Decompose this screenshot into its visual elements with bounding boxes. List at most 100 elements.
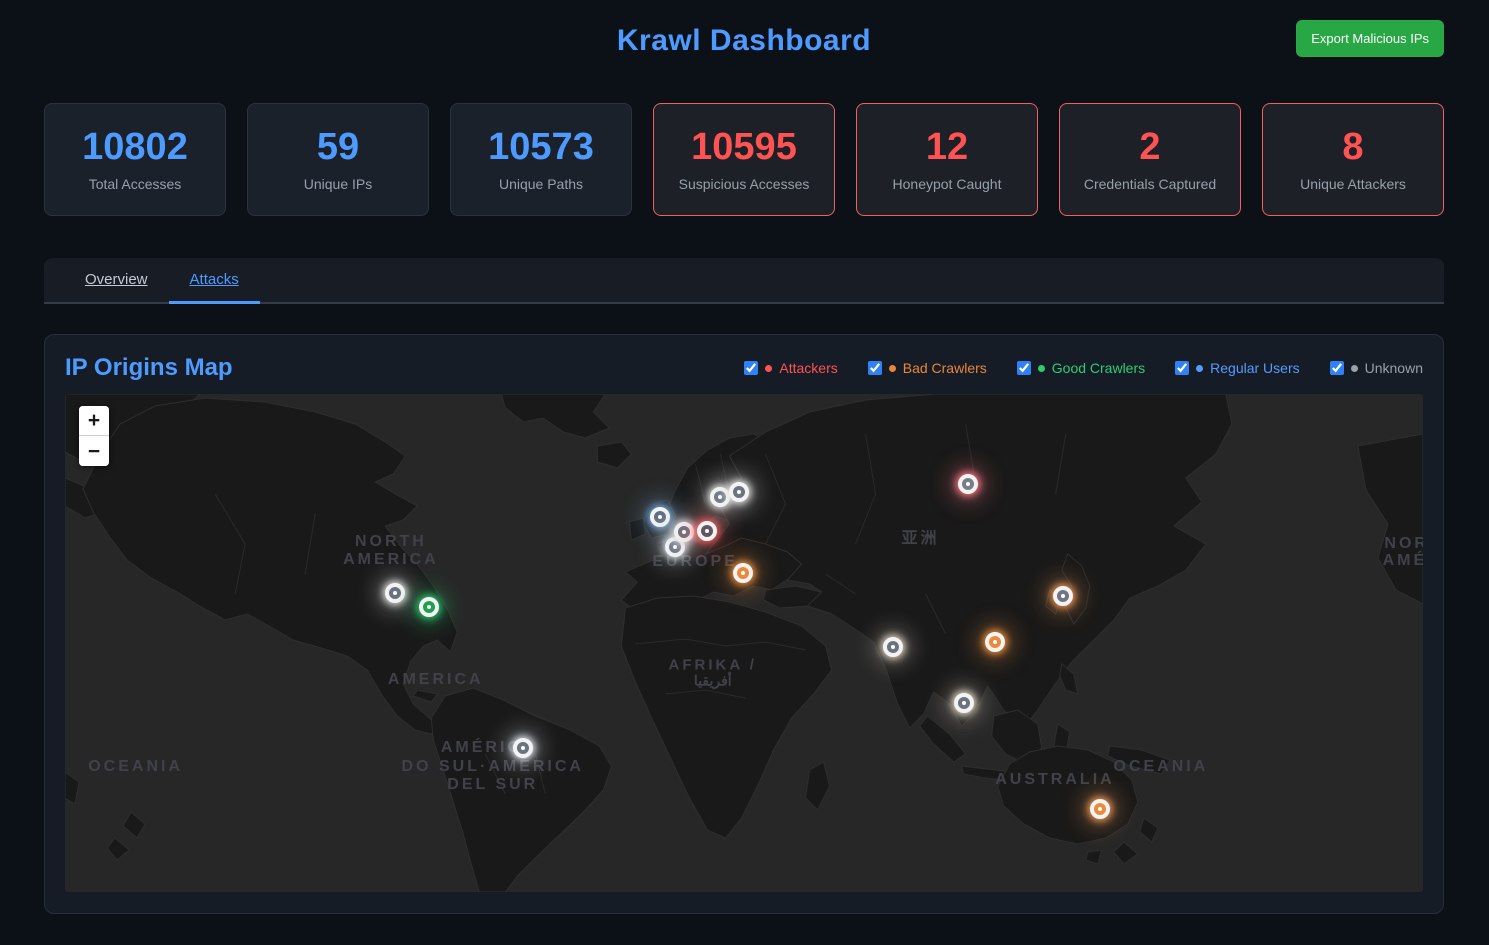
stat-card-unique-paths: 10573 Unique Paths <box>450 103 632 216</box>
stat-label: Unique IPs <box>303 175 373 192</box>
map-label: DEL SUR <box>447 775 539 793</box>
header: Krawl Dashboard Export Malicious IPs <box>44 0 1444 75</box>
map-label: AMÉRICA <box>440 739 537 757</box>
legend-item-good-crawlers: Good Crawlers <box>1016 360 1146 376</box>
legend-item-regular-users: Regular Users <box>1175 360 1300 376</box>
legend-label: Attackers <box>779 360 838 376</box>
stats-row: 10802 Total Accesses 59 Unique IPs 10573 Uniq… <box>44 103 1444 216</box>
stat-value: 2 <box>1139 126 1161 169</box>
map-marker-unknown[interactable] <box>664 536 685 557</box>
legend-dot-attackers <box>765 364 773 372</box>
stat-label: Total Accesses <box>88 175 182 192</box>
export-malicious-ips-button[interactable]: Export Malicious IPs <box>1296 20 1444 57</box>
map-label: AMERICA <box>387 670 484 688</box>
tab-overview[interactable]: Overview <box>85 271 148 288</box>
marker-center-dot <box>1061 594 1066 599</box>
map-marker-unknown[interactable] <box>883 636 904 657</box>
stat-label: Unique Attackers <box>1300 175 1406 192</box>
legend-dot-unknown <box>1350 364 1358 372</box>
map-marker-unknown[interactable] <box>728 482 749 503</box>
map-marker-unknown[interactable] <box>709 487 730 508</box>
map-marker-good-crawler[interactable] <box>418 597 439 618</box>
map-panel-header: IP Origins Map Attackers Bad Crawlers Good… <box>65 354 1423 382</box>
map-label: AMERICA <box>343 550 439 568</box>
marker-center-dot <box>520 746 525 751</box>
marker-center-dot <box>1097 806 1102 811</box>
stat-label: Honeypot Caught <box>892 175 1002 192</box>
marker-center-dot <box>672 544 677 549</box>
marker-center-dot <box>740 570 745 575</box>
stat-value: 10573 <box>488 126 594 169</box>
map-marker-unknown[interactable] <box>384 583 405 604</box>
stat-card-unique-ips: 59 Unique IPs <box>247 103 429 216</box>
marker-center-dot <box>736 490 741 495</box>
map-label: 亚洲 <box>901 529 940 547</box>
legend-label: Good Crawlers <box>1051 360 1146 376</box>
map-label: OCEANIA <box>88 758 183 775</box>
marker-center-dot <box>682 529 687 534</box>
map-marker-bad-crawler[interactable] <box>985 632 1006 652</box>
tab-attacks[interactable]: Attacks <box>168 258 260 304</box>
stat-card-unique-attackers: 8 Unique Attackers <box>1262 103 1444 216</box>
zoom-out-button[interactable]: − <box>79 436 109 466</box>
map-panel: IP Origins Map Attackers Bad Crawlers Good… <box>44 334 1444 914</box>
marker-center-dot <box>657 515 662 519</box>
world-map-artwork <box>65 394 1423 892</box>
stat-value: 10802 <box>82 126 188 169</box>
stat-label: Credentials Captured <box>1083 175 1217 192</box>
stat-card-suspicious-accesses: 10595 Suspicious Accesses <box>653 103 835 216</box>
map-label: OCEANIA <box>1113 758 1209 775</box>
map-zoom-control: + − <box>79 406 109 466</box>
stat-value: 8 <box>1342 126 1364 169</box>
map-marker-bad-crawler[interactable] <box>732 562 753 583</box>
legend-checkbox-unknown[interactable] <box>1329 361 1344 375</box>
marker-center-dot <box>966 482 971 487</box>
legend-dot-regular-users <box>1196 364 1204 372</box>
map-marker-attacker[interactable] <box>958 474 979 495</box>
map-label: NOR <box>1384 534 1423 552</box>
legend-dot-bad-crawlers <box>888 364 896 372</box>
map-label: AFRIKA / <box>668 656 757 674</box>
legend-dot-good-crawlers <box>1037 364 1045 372</box>
map-label: EUROPE <box>652 552 738 570</box>
map-marker-bad-crawler[interactable] <box>1089 798 1110 819</box>
legend-checkbox-good-crawlers[interactable] <box>1016 361 1031 375</box>
tab-bar: Overview Attacks <box>44 258 1444 304</box>
marker-center-dot <box>717 495 722 500</box>
legend-label: Regular Users <box>1210 360 1300 376</box>
stat-value: 10595 <box>691 126 797 169</box>
legend-checkbox-regular-users[interactable] <box>1175 361 1190 375</box>
map-legend: Attackers Bad Crawlers Good Crawlers Regula… <box>744 360 1423 376</box>
marker-center-dot <box>961 700 966 705</box>
zoom-in-button[interactable]: + <box>79 406 109 436</box>
map-label: NORTH <box>354 532 427 550</box>
map-marker-regular-user[interactable] <box>649 507 670 527</box>
legend-checkbox-attackers[interactable] <box>744 361 759 375</box>
legend-item-attackers: Attackers <box>744 360 838 376</box>
legend-item-bad-crawlers: Bad Crawlers <box>867 360 987 376</box>
map-label: أفريقيا <box>693 672 732 689</box>
map-label: DO SUL·AMÉRICA <box>401 758 584 775</box>
map-label: AUSTRALIA <box>995 770 1115 788</box>
stat-label: Unique Paths <box>498 175 584 192</box>
stat-card-credentials-captured: 2 Credentials Captured <box>1059 103 1241 216</box>
map-marker-unknown[interactable] <box>674 521 695 542</box>
stat-card-total-accesses: 10802 Total Accesses <box>44 103 226 216</box>
stat-value: 12 <box>925 126 969 169</box>
map-marker-bad-crawler[interactable] <box>1053 586 1074 607</box>
stat-value: 59 <box>316 126 360 169</box>
map-marker-unknown[interactable] <box>512 738 533 759</box>
legend-checkbox-bad-crawlers[interactable] <box>867 361 882 375</box>
marker-center-dot <box>891 644 896 649</box>
marker-center-dot <box>392 591 397 596</box>
legend-label: Bad Crawlers <box>902 360 987 376</box>
world-map[interactable]: + − NORTH AMERICA AMERICA AMÉRICA DO SUL·AMÉ… <box>65 394 1423 892</box>
map-marker-unknown[interactable] <box>953 692 974 713</box>
marker-center-dot <box>426 605 431 610</box>
legend-label: Unknown <box>1364 360 1423 376</box>
map-panel-title: IP Origins Map <box>65 354 233 381</box>
page-title: Krawl Dashboard <box>616 24 872 57</box>
map-marker-attacker[interactable] <box>697 520 718 541</box>
marker-center-dot <box>705 528 710 533</box>
